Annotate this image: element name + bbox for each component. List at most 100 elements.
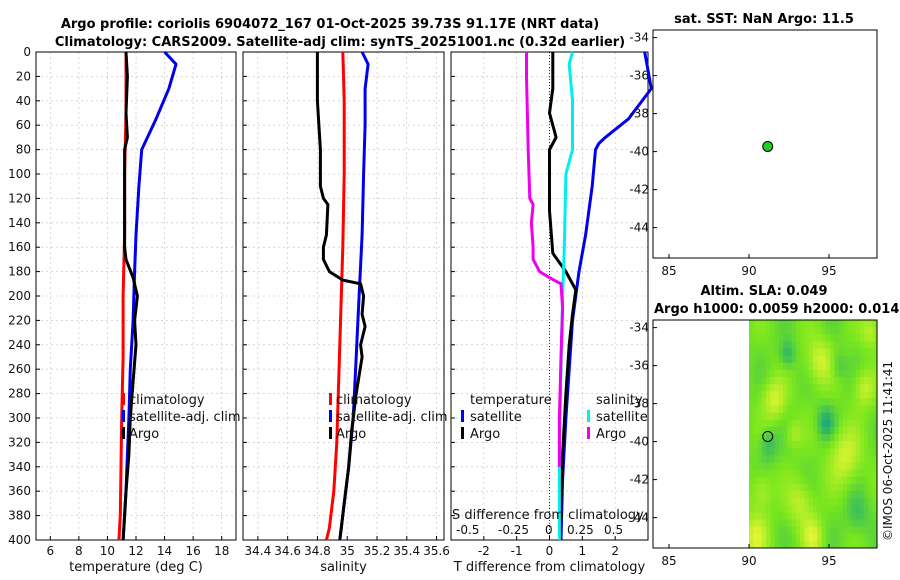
sla-heatmap-cell <box>821 462 827 471</box>
sla-heatmap-cell <box>808 398 814 407</box>
sla-heatmap-cell <box>778 441 784 449</box>
sla-heatmap-cell <box>749 476 754 485</box>
sst-map-ytick-label: -38 <box>629 107 649 121</box>
sla-heatmap-cell <box>859 505 865 513</box>
sla-heatmap-cell <box>787 540 793 548</box>
sla-heatmap-cell <box>766 320 771 328</box>
sla-heatmap-cell <box>842 355 848 364</box>
sla-heatmap-cell <box>791 491 797 499</box>
sla-heatmap-cell <box>830 426 835 435</box>
sla-heatmap-cell <box>783 476 788 485</box>
sla-heatmap-cell <box>847 355 852 364</box>
sla-heatmap-cell <box>800 355 806 364</box>
sla-heatmap-cell <box>795 434 801 442</box>
sla-heatmap-cell <box>808 441 814 449</box>
sla-heatmap-cell <box>757 462 763 471</box>
sla-heatmap-cell <box>813 512 818 521</box>
sla-heatmap-cell <box>804 355 810 364</box>
sla-heatmap-cell <box>749 341 754 350</box>
sla-heatmap-cell <box>791 505 797 513</box>
sla-heatmap-cell <box>808 341 814 350</box>
sla-heatmap-cell <box>808 369 814 378</box>
sla-heatmap-cell <box>830 462 835 471</box>
sla-heatmap-cell <box>808 462 814 471</box>
sla-heatmap-cell <box>787 505 793 513</box>
sla-heatmap-cell <box>864 377 870 385</box>
sla-heatmap-cell <box>868 419 874 428</box>
sla-heatmap-cell <box>766 398 771 407</box>
sla-heatmap-cell <box>838 341 844 350</box>
sla-heatmap-cell <box>757 455 763 464</box>
sla-heatmap-cell <box>770 426 776 435</box>
temperature-legend-swatch <box>122 410 125 422</box>
depth-tick-label: 360 <box>8 484 31 498</box>
sla-heatmap-cell <box>813 476 818 485</box>
sla-heatmap-cell <box>766 519 771 528</box>
sla-heatmap-cell <box>757 362 763 371</box>
sla-heatmap-cell <box>749 391 754 399</box>
sla-heatmap-cell <box>855 320 861 328</box>
sla-heatmap-cell <box>795 498 801 506</box>
sla-heatmap-cell <box>864 398 870 407</box>
sla-heatmap-cell <box>770 491 776 499</box>
sla-heatmap-cell <box>872 434 877 442</box>
sla-heatmap-cell <box>791 384 797 392</box>
sla-heatmap-cell <box>761 512 767 521</box>
sla-heatmap-cell <box>795 398 801 407</box>
sla-map-ytick-label: -36 <box>629 359 649 373</box>
sla-heatmap-cell <box>830 441 835 449</box>
sla-heatmap-cell <box>749 327 754 335</box>
sla-heatmap-cell <box>753 398 759 407</box>
sla-heatmap-cell <box>757 512 763 521</box>
sla-heatmap-cell <box>757 384 763 392</box>
sla-heatmap-cell <box>817 384 823 392</box>
sla-heatmap-cell <box>825 441 831 449</box>
sla-heatmap-cell <box>804 405 810 414</box>
title-line-1: Argo profile: coriolis 6904072_167 01-Oc… <box>61 17 599 32</box>
sla-heatmap-cell <box>872 419 877 428</box>
sla-heatmap-cell <box>821 540 827 548</box>
sla-heatmap-cell <box>813 355 818 364</box>
temperature-legend-label: satellite-adj. clim <box>129 410 241 425</box>
sla-map-xtick-label: 85 <box>661 554 676 568</box>
sla-heatmap-cell <box>813 505 818 513</box>
sla-heatmap-cell <box>868 455 874 464</box>
sla-heatmap-cell <box>761 491 767 499</box>
sla-heatmap-cell <box>859 369 865 378</box>
salinity-xtick-label: 34.4 <box>245 544 272 558</box>
diff-legend-swatch <box>587 410 590 422</box>
sla-heatmap-cell <box>830 377 835 385</box>
sla-heatmap-cell <box>872 412 877 421</box>
sla-heatmap-cell <box>795 334 801 342</box>
sla-heatmap-cell <box>847 412 852 421</box>
sla-heatmap-cell <box>795 348 801 357</box>
sla-heatmap-cell <box>842 441 848 449</box>
sla-heatmap-cell <box>872 505 877 513</box>
sla-heatmap-cell <box>851 377 857 385</box>
sla-heatmap-cell <box>804 491 810 499</box>
sla-heatmap-cell <box>817 355 823 364</box>
sla-heatmap-cell <box>830 448 835 456</box>
sla-heatmap-cell <box>872 377 877 385</box>
sla-heatmap-cell <box>766 441 771 449</box>
sla-heatmap-cell <box>800 327 806 335</box>
sla-heatmap-cell <box>859 341 865 350</box>
sla-heatmap-cell <box>804 448 810 456</box>
sla-heatmap-cell <box>761 526 767 535</box>
sla-heatmap-cell <box>830 384 835 392</box>
sla-heatmap-cell <box>753 412 759 421</box>
sla-heatmap-cell <box>859 455 865 464</box>
sla-heatmap-cell <box>825 327 831 335</box>
sla-heatmap-cell <box>851 519 857 528</box>
sla-heatmap-cell <box>753 476 759 485</box>
sla-heatmap-cell <box>864 455 870 464</box>
sla-heatmap-cell <box>842 512 848 521</box>
sla-heatmap-cell <box>791 341 797 350</box>
sla-heatmap-cell <box>842 320 848 328</box>
sla-heatmap-cell <box>783 377 788 385</box>
sla-heatmap-cell <box>855 398 861 407</box>
sla-heatmap-cell <box>864 362 870 371</box>
sla-heatmap-cell <box>838 498 844 506</box>
diff-legend-temperature-head: temperature <box>470 393 552 408</box>
sla-map-frame <box>652 319 878 549</box>
